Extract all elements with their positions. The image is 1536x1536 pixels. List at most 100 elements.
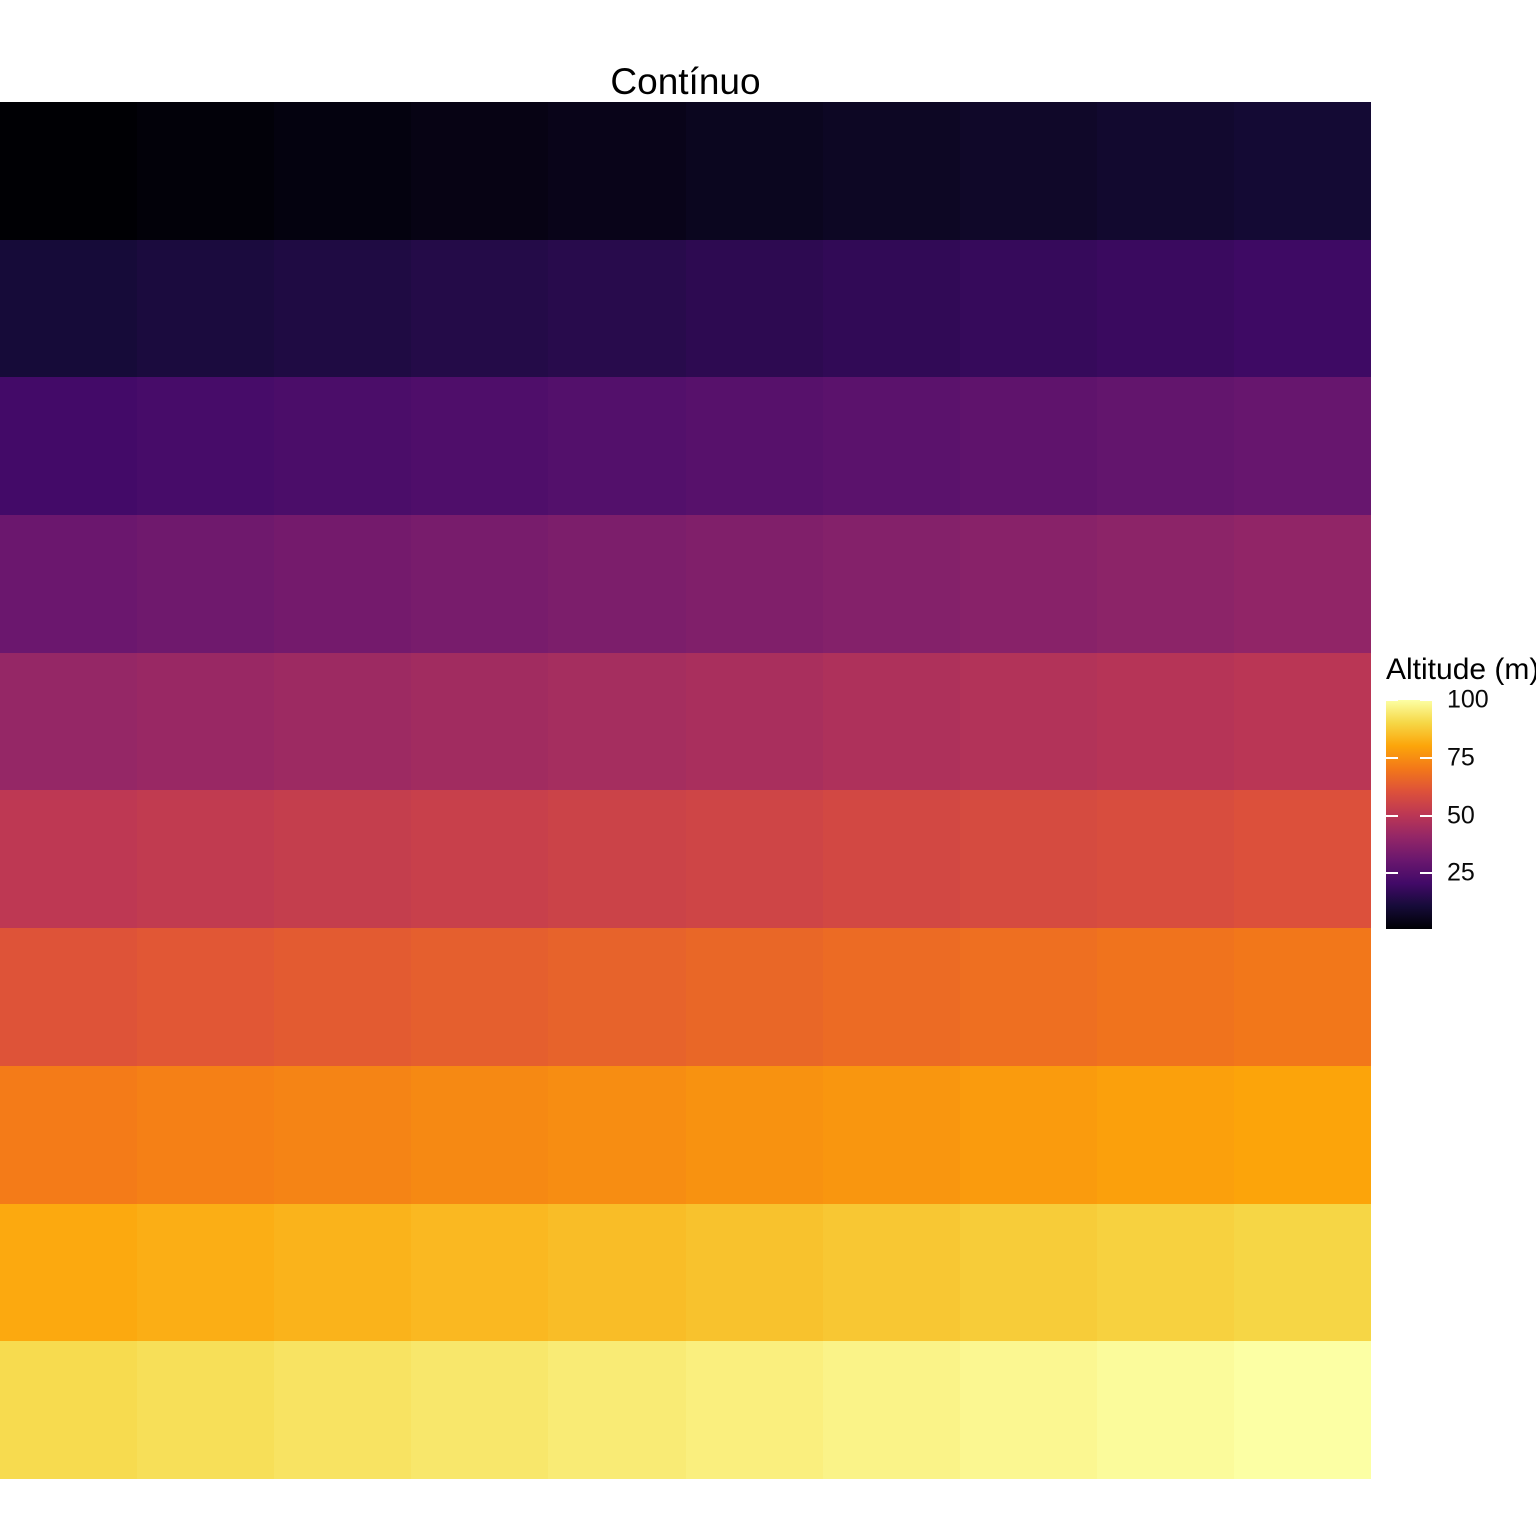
heatmap-cell bbox=[137, 1065, 275, 1204]
heatmap-cell bbox=[1233, 377, 1371, 516]
heatmap-cell bbox=[274, 102, 412, 240]
heatmap-cell bbox=[411, 1203, 549, 1342]
heatmap-cell bbox=[411, 239, 549, 378]
heatmap-cell bbox=[959, 1065, 1097, 1204]
heatmap-cell bbox=[685, 239, 823, 378]
heatmap-cell bbox=[411, 377, 549, 516]
heatmap-cell bbox=[274, 239, 412, 378]
heatmap-cell bbox=[0, 652, 138, 791]
heatmap-cell bbox=[1096, 1341, 1234, 1479]
heatmap-cell bbox=[1233, 652, 1371, 791]
heatmap-cell bbox=[137, 102, 275, 240]
heatmap-cell bbox=[685, 1203, 823, 1342]
heatmap-cell bbox=[0, 102, 138, 240]
heatmap-cell bbox=[1233, 790, 1371, 929]
heatmap-cell bbox=[137, 790, 275, 929]
heatmap-cell bbox=[411, 1065, 549, 1204]
heatmap-cell bbox=[685, 790, 823, 929]
heatmap-cell bbox=[1096, 790, 1234, 929]
legend-tick-mark bbox=[1386, 700, 1398, 701]
heatmap-cell bbox=[0, 790, 138, 929]
heatmap-cell bbox=[822, 1341, 960, 1479]
heatmap-cell bbox=[822, 652, 960, 791]
heatmap-cell bbox=[822, 102, 960, 240]
heatmap-cell bbox=[1096, 102, 1234, 240]
heatmap-cell bbox=[137, 652, 275, 791]
heatmap-cell bbox=[274, 1065, 412, 1204]
heatmap-cell bbox=[411, 652, 549, 791]
heatmap-cell bbox=[137, 515, 275, 653]
legend-tick-label: 50 bbox=[1447, 801, 1475, 830]
heatmap-cell bbox=[1096, 1203, 1234, 1342]
heatmap-cell bbox=[548, 1203, 686, 1342]
heatmap-cell bbox=[274, 1203, 412, 1342]
heatmap-cell bbox=[548, 652, 686, 791]
heatmap-cell bbox=[959, 1203, 1097, 1342]
heatmap-cell bbox=[822, 790, 960, 929]
heatmap-cell bbox=[274, 652, 412, 791]
heatmap-cell bbox=[1096, 652, 1234, 791]
heatmap-cell bbox=[548, 928, 686, 1066]
legend-tick-mark bbox=[1386, 756, 1398, 759]
heatmap-cell bbox=[959, 102, 1097, 240]
heatmap-cell bbox=[274, 1341, 412, 1479]
legend-tick-label: 25 bbox=[1447, 858, 1475, 887]
heatmap-cell bbox=[959, 790, 1097, 929]
heatmap-cell bbox=[685, 102, 823, 240]
heatmap-cell bbox=[685, 652, 823, 791]
heatmap-cell bbox=[685, 515, 823, 653]
heatmap-cell bbox=[1096, 377, 1234, 516]
heatmap-cell bbox=[1096, 928, 1234, 1066]
plot-title: Contínuo bbox=[610, 61, 761, 102]
heatmap-cell bbox=[959, 928, 1097, 1066]
heatmap-cell bbox=[548, 1065, 686, 1204]
legend-tick-mark bbox=[1386, 872, 1398, 875]
heatmap-cell bbox=[1233, 102, 1371, 240]
legend-tick-mark bbox=[1420, 814, 1432, 817]
heatmap-cell bbox=[1096, 239, 1234, 378]
heatmap-cell bbox=[1233, 1203, 1371, 1342]
heatmap-cell bbox=[548, 515, 686, 653]
heatmap-cell bbox=[548, 790, 686, 929]
heatmap-cell bbox=[411, 928, 549, 1066]
legend: Altitude (m) 100 75 50 25 bbox=[1386, 655, 1536, 945]
heatmap-cell bbox=[137, 377, 275, 516]
heatmap-cell bbox=[822, 515, 960, 653]
heatmap-cell bbox=[685, 928, 823, 1066]
heatmap-cell bbox=[822, 1203, 960, 1342]
heatmap-cell bbox=[137, 1341, 275, 1479]
heatmap-cell bbox=[274, 515, 412, 653]
heatmap-cell bbox=[0, 1203, 138, 1342]
legend-tick-mark bbox=[1420, 872, 1432, 875]
heatmap-cell bbox=[1096, 1065, 1234, 1204]
heatmap-cell bbox=[411, 102, 549, 240]
heatmap-cell bbox=[548, 239, 686, 378]
heatmap-cell bbox=[137, 1203, 275, 1342]
heatmap-cell bbox=[1233, 1341, 1371, 1479]
legend-tick-mark bbox=[1420, 700, 1432, 701]
legend-colorbar bbox=[1386, 700, 1432, 929]
legend-tick-label: 100 bbox=[1447, 685, 1489, 714]
heatmap-cell bbox=[959, 652, 1097, 791]
heatmap-cell bbox=[411, 515, 549, 653]
heatmap-panel bbox=[0, 102, 1371, 1479]
heatmap-cell bbox=[1233, 1065, 1371, 1204]
heatmap-cell bbox=[959, 239, 1097, 378]
heatmap-cell bbox=[822, 928, 960, 1066]
heatmap-cell bbox=[137, 239, 275, 378]
heatmap-cell bbox=[411, 1341, 549, 1479]
legend-tick-label: 75 bbox=[1447, 743, 1475, 772]
heatmap-cell bbox=[0, 515, 138, 653]
heatmap-cell bbox=[822, 1065, 960, 1204]
legend-tick-mark bbox=[1420, 756, 1432, 759]
heatmap-cell bbox=[274, 928, 412, 1066]
heatmap-cell bbox=[0, 928, 138, 1066]
heatmap-cell bbox=[0, 1065, 138, 1204]
heatmap-cell bbox=[959, 1341, 1097, 1479]
heatmap-cell bbox=[411, 790, 549, 929]
heatmap-cell bbox=[0, 1341, 138, 1479]
heatmap-cell bbox=[822, 377, 960, 516]
heatmap-cell bbox=[822, 239, 960, 378]
legend-tick-labels: 100 75 50 25 bbox=[1447, 687, 1532, 929]
